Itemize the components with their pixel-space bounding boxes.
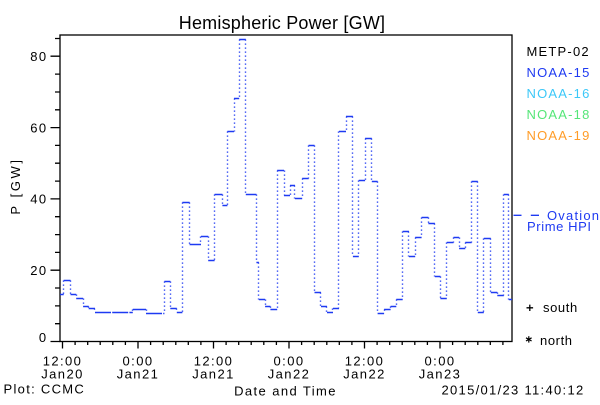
svg-text:Jan22: Jan22 (343, 367, 385, 382)
svg-text:12:00: 12:00 (194, 354, 234, 369)
svg-text:0:00: 0:00 (425, 354, 456, 369)
svg-text:Prime HPI: Prime HPI (527, 219, 592, 234)
svg-text:20: 20 (30, 263, 47, 278)
svg-text:NOAA-15: NOAA-15 (527, 65, 591, 80)
svg-text:12:00: 12:00 (345, 354, 385, 369)
svg-text:Jan22: Jan22 (268, 367, 310, 382)
svg-text:Jan23: Jan23 (419, 367, 461, 382)
svg-text:Date and Time: Date and Time (234, 384, 337, 399)
svg-text:0: 0 (39, 330, 48, 345)
svg-text:NOAA-19: NOAA-19 (527, 128, 591, 143)
svg-text:60: 60 (30, 120, 47, 135)
svg-text:Jan21: Jan21 (192, 367, 234, 382)
svg-text:Ovation: Ovation (547, 208, 600, 223)
svg-text:2015/01/23 11:40:12: 2015/01/23 11:40:12 (441, 383, 584, 398)
svg-text:12:00: 12:00 (43, 354, 83, 369)
svg-text:METP-02: METP-02 (527, 44, 590, 59)
svg-text:Hemispheric Power [GW]: Hemispheric Power [GW] (179, 13, 385, 33)
svg-text:Jan21: Jan21 (117, 367, 159, 382)
svg-text:40: 40 (30, 192, 47, 207)
svg-text:north: north (540, 333, 573, 348)
svg-text:Plot: CCMC: Plot: CCMC (4, 382, 86, 397)
svg-text:0:00: 0:00 (123, 354, 154, 369)
svg-text:P [GW]: P [GW] (8, 157, 23, 214)
svg-text:Jan20: Jan20 (41, 367, 83, 382)
svg-text:NOAA-16: NOAA-16 (527, 86, 591, 101)
svg-text:80: 80 (30, 49, 47, 64)
svg-text:NOAA-18: NOAA-18 (527, 107, 591, 122)
svg-text:0:00: 0:00 (274, 354, 305, 369)
svg-text:south: south (543, 300, 578, 315)
